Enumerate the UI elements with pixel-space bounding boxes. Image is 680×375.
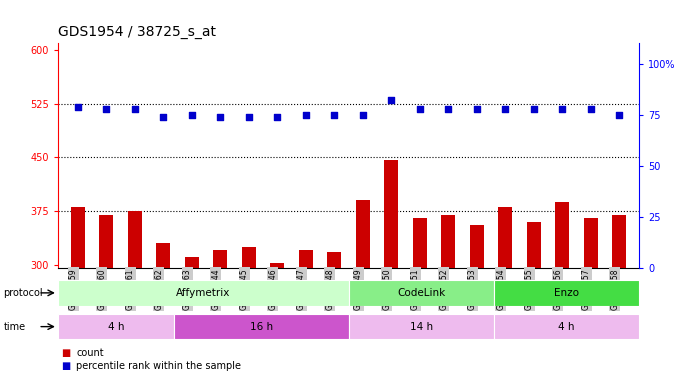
Point <box>443 106 454 112</box>
Text: GSM73355: GSM73355 <box>525 268 534 310</box>
Text: protocol: protocol <box>3 288 43 298</box>
Point <box>301 112 311 118</box>
Point <box>72 104 83 110</box>
Text: GSM73344: GSM73344 <box>211 268 220 310</box>
Text: GSM73356: GSM73356 <box>554 268 562 310</box>
Text: GSM73346: GSM73346 <box>268 268 277 310</box>
Bar <box>99 214 114 268</box>
Text: CodeLink: CodeLink <box>397 288 445 298</box>
Text: 14 h: 14 h <box>409 322 432 332</box>
Bar <box>384 159 398 268</box>
Text: GSM73345: GSM73345 <box>240 268 249 310</box>
Text: GSM73352: GSM73352 <box>439 268 448 310</box>
Text: GSM73351: GSM73351 <box>411 268 420 310</box>
Bar <box>299 250 313 268</box>
Text: GSM73347: GSM73347 <box>296 268 306 310</box>
Text: GSM73363: GSM73363 <box>183 268 192 310</box>
Bar <box>241 247 256 268</box>
Text: ■: ■ <box>61 348 71 358</box>
Text: GSM73358: GSM73358 <box>610 268 619 310</box>
Bar <box>494 314 639 339</box>
Text: GSM73357: GSM73357 <box>582 268 591 310</box>
Text: GSM73348: GSM73348 <box>325 268 335 310</box>
Text: GDS1954 / 38725_s_at: GDS1954 / 38725_s_at <box>58 26 216 39</box>
Point <box>101 106 112 112</box>
Point <box>557 106 568 112</box>
Text: GSM73349: GSM73349 <box>354 268 362 310</box>
Bar <box>58 280 348 306</box>
Text: count: count <box>76 348 104 358</box>
Text: Affymetrix: Affymetrix <box>176 288 231 298</box>
Text: GSM73359: GSM73359 <box>69 268 78 310</box>
Bar <box>356 200 370 268</box>
Text: GSM73353: GSM73353 <box>468 268 477 310</box>
Point <box>329 112 340 118</box>
Bar <box>348 314 494 339</box>
Point <box>614 112 625 118</box>
Point <box>528 106 539 112</box>
Bar <box>185 257 199 268</box>
Bar <box>441 214 456 268</box>
Bar <box>58 314 174 339</box>
Bar <box>71 207 85 268</box>
Bar <box>526 222 541 268</box>
Text: Enzo: Enzo <box>554 288 579 298</box>
Point <box>186 112 197 118</box>
Bar <box>583 218 598 268</box>
Text: percentile rank within the sample: percentile rank within the sample <box>76 361 241 370</box>
Bar <box>494 280 639 306</box>
Bar <box>413 218 427 268</box>
Text: 4 h: 4 h <box>107 322 124 332</box>
Bar <box>174 314 348 339</box>
Text: GSM73350: GSM73350 <box>382 268 391 310</box>
Bar <box>128 211 142 268</box>
Bar <box>213 250 227 268</box>
Point <box>414 106 425 112</box>
Bar <box>612 214 626 268</box>
Bar <box>348 280 494 306</box>
Point <box>585 106 596 112</box>
Point <box>357 112 368 118</box>
Bar <box>470 225 484 268</box>
Text: ■: ■ <box>61 361 71 370</box>
Point <box>215 114 226 120</box>
Bar <box>327 252 341 268</box>
Text: GSM73354: GSM73354 <box>496 268 505 310</box>
Bar <box>270 263 284 268</box>
Point <box>158 114 169 120</box>
Point <box>386 98 396 104</box>
Point <box>129 106 140 112</box>
Point <box>243 114 254 120</box>
Point <box>500 106 511 112</box>
Text: time: time <box>3 322 26 332</box>
Point <box>272 114 283 120</box>
Text: GSM73361: GSM73361 <box>126 268 135 310</box>
Bar <box>555 202 569 268</box>
Text: 4 h: 4 h <box>558 322 575 332</box>
Text: GSM73360: GSM73360 <box>97 268 106 310</box>
Text: GSM73362: GSM73362 <box>154 268 163 310</box>
Bar <box>156 243 171 268</box>
Bar <box>498 207 512 268</box>
Point <box>471 106 482 112</box>
Text: 16 h: 16 h <box>250 322 273 332</box>
